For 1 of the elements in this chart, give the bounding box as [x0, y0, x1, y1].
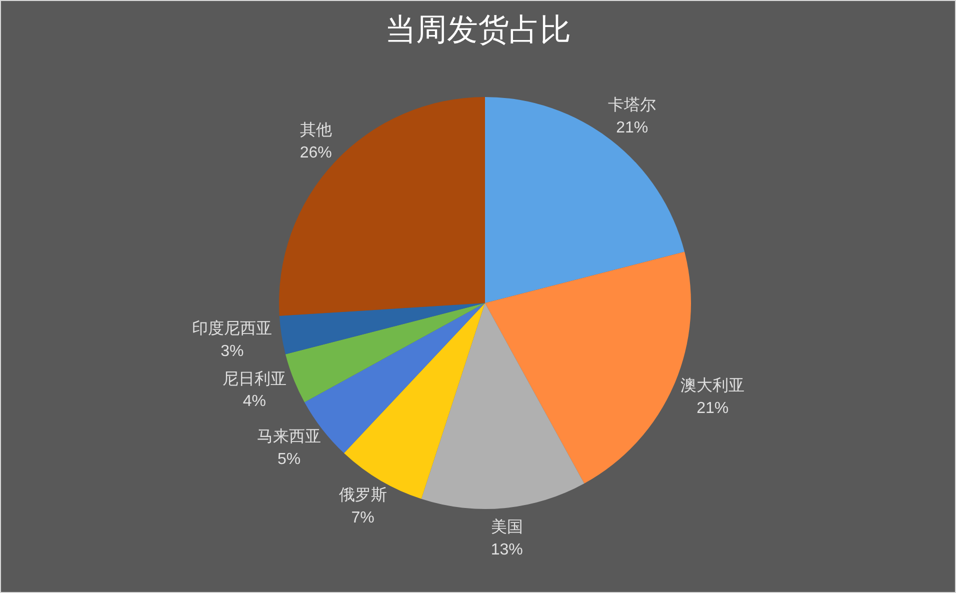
- title: 当周发货占比: [385, 12, 571, 47]
